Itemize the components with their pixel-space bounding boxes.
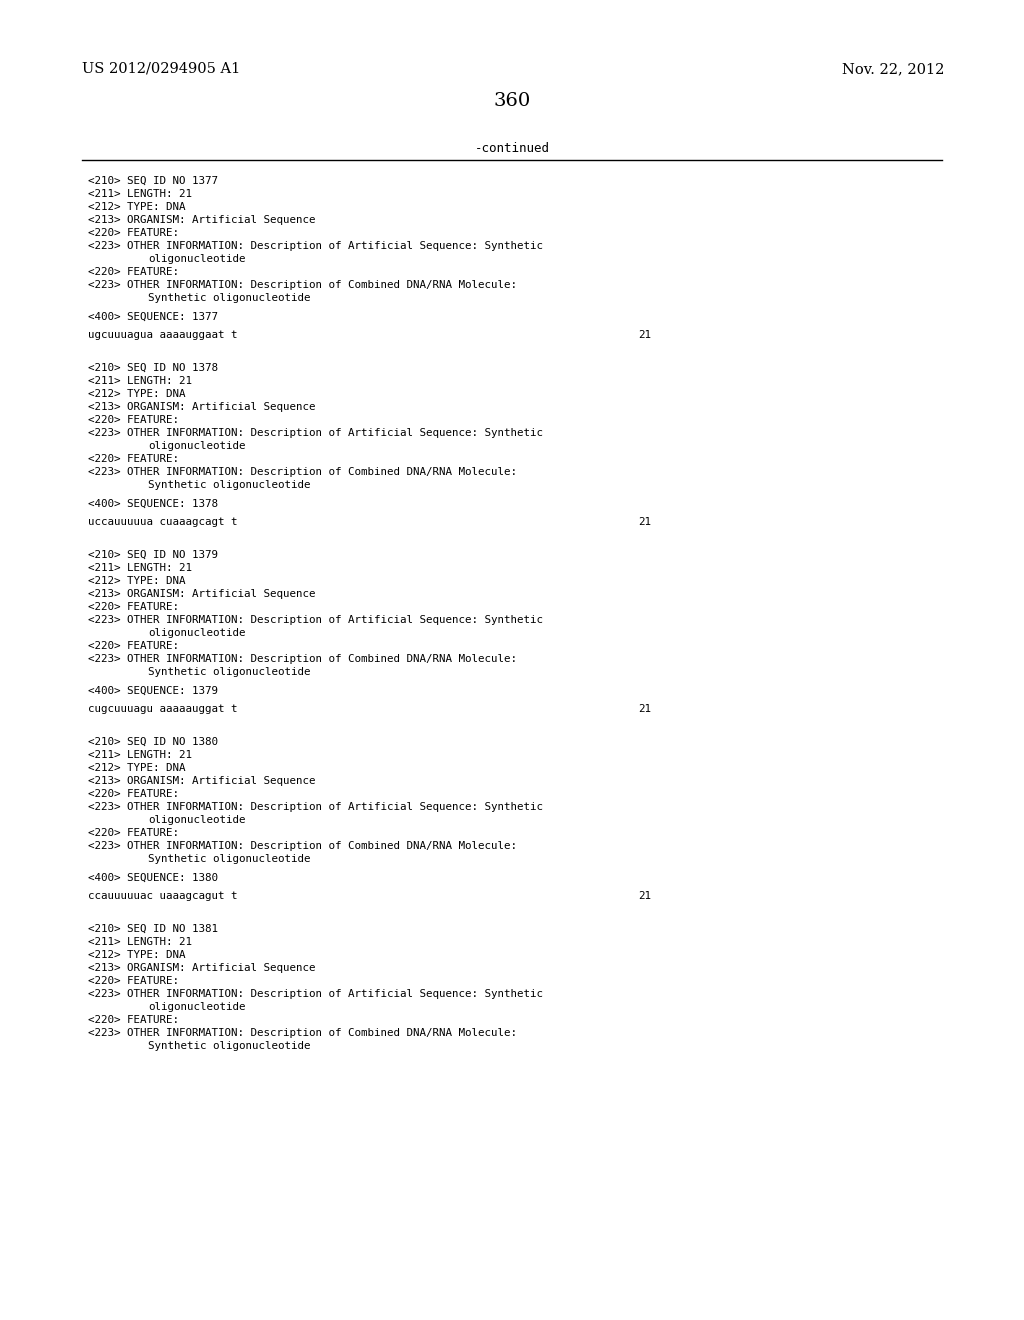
Text: <220> FEATURE:: <220> FEATURE:: [88, 602, 179, 612]
Text: <213> ORGANISM: Artificial Sequence: <213> ORGANISM: Artificial Sequence: [88, 964, 315, 973]
Text: <223> OTHER INFORMATION: Description of Artificial Sequence: Synthetic: <223> OTHER INFORMATION: Description of …: [88, 803, 543, 812]
Text: <220> FEATURE:: <220> FEATURE:: [88, 454, 179, 465]
Text: <223> OTHER INFORMATION: Description of Artificial Sequence: Synthetic: <223> OTHER INFORMATION: Description of …: [88, 428, 543, 438]
Text: <213> ORGANISM: Artificial Sequence: <213> ORGANISM: Artificial Sequence: [88, 215, 315, 224]
Text: <220> FEATURE:: <220> FEATURE:: [88, 642, 179, 651]
Text: US 2012/0294905 A1: US 2012/0294905 A1: [82, 62, 241, 77]
Text: oligonucleotide: oligonucleotide: [148, 441, 246, 451]
Text: ccauuuuuac uaaagcagut t: ccauuuuuac uaaagcagut t: [88, 891, 238, 902]
Text: Nov. 22, 2012: Nov. 22, 2012: [842, 62, 944, 77]
Text: 21: 21: [638, 330, 651, 341]
Text: <220> FEATURE:: <220> FEATURE:: [88, 228, 179, 238]
Text: <400> SEQUENCE: 1378: <400> SEQUENCE: 1378: [88, 499, 218, 510]
Text: <212> TYPE: DNA: <212> TYPE: DNA: [88, 576, 185, 586]
Text: <213> ORGANISM: Artificial Sequence: <213> ORGANISM: Artificial Sequence: [88, 589, 315, 599]
Text: 21: 21: [638, 704, 651, 714]
Text: <211> LENGTH: 21: <211> LENGTH: 21: [88, 937, 193, 946]
Text: Synthetic oligonucleotide: Synthetic oligonucleotide: [148, 1041, 310, 1051]
Text: <210> SEQ ID NO 1378: <210> SEQ ID NO 1378: [88, 363, 218, 374]
Text: <213> ORGANISM: Artificial Sequence: <213> ORGANISM: Artificial Sequence: [88, 776, 315, 785]
Text: <211> LENGTH: 21: <211> LENGTH: 21: [88, 564, 193, 573]
Text: <220> FEATURE:: <220> FEATURE:: [88, 975, 179, 986]
Text: oligonucleotide: oligonucleotide: [148, 628, 246, 638]
Text: <223> OTHER INFORMATION: Description of Combined DNA/RNA Molecule:: <223> OTHER INFORMATION: Description of …: [88, 653, 517, 664]
Text: <211> LENGTH: 21: <211> LENGTH: 21: [88, 189, 193, 199]
Text: <212> TYPE: DNA: <212> TYPE: DNA: [88, 950, 185, 960]
Text: oligonucleotide: oligonucleotide: [148, 253, 246, 264]
Text: <211> LENGTH: 21: <211> LENGTH: 21: [88, 376, 193, 385]
Text: <213> ORGANISM: Artificial Sequence: <213> ORGANISM: Artificial Sequence: [88, 403, 315, 412]
Text: <400> SEQUENCE: 1380: <400> SEQUENCE: 1380: [88, 873, 218, 883]
Text: <210> SEQ ID NO 1379: <210> SEQ ID NO 1379: [88, 550, 218, 560]
Text: <212> TYPE: DNA: <212> TYPE: DNA: [88, 763, 185, 774]
Text: <400> SEQUENCE: 1379: <400> SEQUENCE: 1379: [88, 686, 218, 696]
Text: Synthetic oligonucleotide: Synthetic oligonucleotide: [148, 293, 310, 304]
Text: <210> SEQ ID NO 1377: <210> SEQ ID NO 1377: [88, 176, 218, 186]
Text: <210> SEQ ID NO 1381: <210> SEQ ID NO 1381: [88, 924, 218, 935]
Text: <212> TYPE: DNA: <212> TYPE: DNA: [88, 202, 185, 213]
Text: cugcuuuagu aaaaauggat t: cugcuuuagu aaaaauggat t: [88, 704, 238, 714]
Text: <223> OTHER INFORMATION: Description of Artificial Sequence: Synthetic: <223> OTHER INFORMATION: Description of …: [88, 989, 543, 999]
Text: <220> FEATURE:: <220> FEATURE:: [88, 828, 179, 838]
Text: 21: 21: [638, 517, 651, 527]
Text: <400> SEQUENCE: 1377: <400> SEQUENCE: 1377: [88, 312, 218, 322]
Text: ugcuuuagua aaaauggaat t: ugcuuuagua aaaauggaat t: [88, 330, 238, 341]
Text: <223> OTHER INFORMATION: Description of Combined DNA/RNA Molecule:: <223> OTHER INFORMATION: Description of …: [88, 467, 517, 477]
Text: 360: 360: [494, 92, 530, 110]
Text: <223> OTHER INFORMATION: Description of Combined DNA/RNA Molecule:: <223> OTHER INFORMATION: Description of …: [88, 280, 517, 290]
Text: <223> OTHER INFORMATION: Description of Artificial Sequence: Synthetic: <223> OTHER INFORMATION: Description of …: [88, 615, 543, 624]
Text: <220> FEATURE:: <220> FEATURE:: [88, 789, 179, 799]
Text: <223> OTHER INFORMATION: Description of Combined DNA/RNA Molecule:: <223> OTHER INFORMATION: Description of …: [88, 1028, 517, 1038]
Text: uccauuuuua cuaaagcagt t: uccauuuuua cuaaagcagt t: [88, 517, 238, 527]
Text: <212> TYPE: DNA: <212> TYPE: DNA: [88, 389, 185, 399]
Text: Synthetic oligonucleotide: Synthetic oligonucleotide: [148, 480, 310, 490]
Text: -continued: -continued: [474, 143, 550, 154]
Text: <211> LENGTH: 21: <211> LENGTH: 21: [88, 750, 193, 760]
Text: <210> SEQ ID NO 1380: <210> SEQ ID NO 1380: [88, 737, 218, 747]
Text: oligonucleotide: oligonucleotide: [148, 814, 246, 825]
Text: <223> OTHER INFORMATION: Description of Artificial Sequence: Synthetic: <223> OTHER INFORMATION: Description of …: [88, 242, 543, 251]
Text: <220> FEATURE:: <220> FEATURE:: [88, 1015, 179, 1026]
Text: <220> FEATURE:: <220> FEATURE:: [88, 414, 179, 425]
Text: <223> OTHER INFORMATION: Description of Combined DNA/RNA Molecule:: <223> OTHER INFORMATION: Description of …: [88, 841, 517, 851]
Text: <220> FEATURE:: <220> FEATURE:: [88, 267, 179, 277]
Text: 21: 21: [638, 891, 651, 902]
Text: Synthetic oligonucleotide: Synthetic oligonucleotide: [148, 667, 310, 677]
Text: Synthetic oligonucleotide: Synthetic oligonucleotide: [148, 854, 310, 865]
Text: oligonucleotide: oligonucleotide: [148, 1002, 246, 1012]
